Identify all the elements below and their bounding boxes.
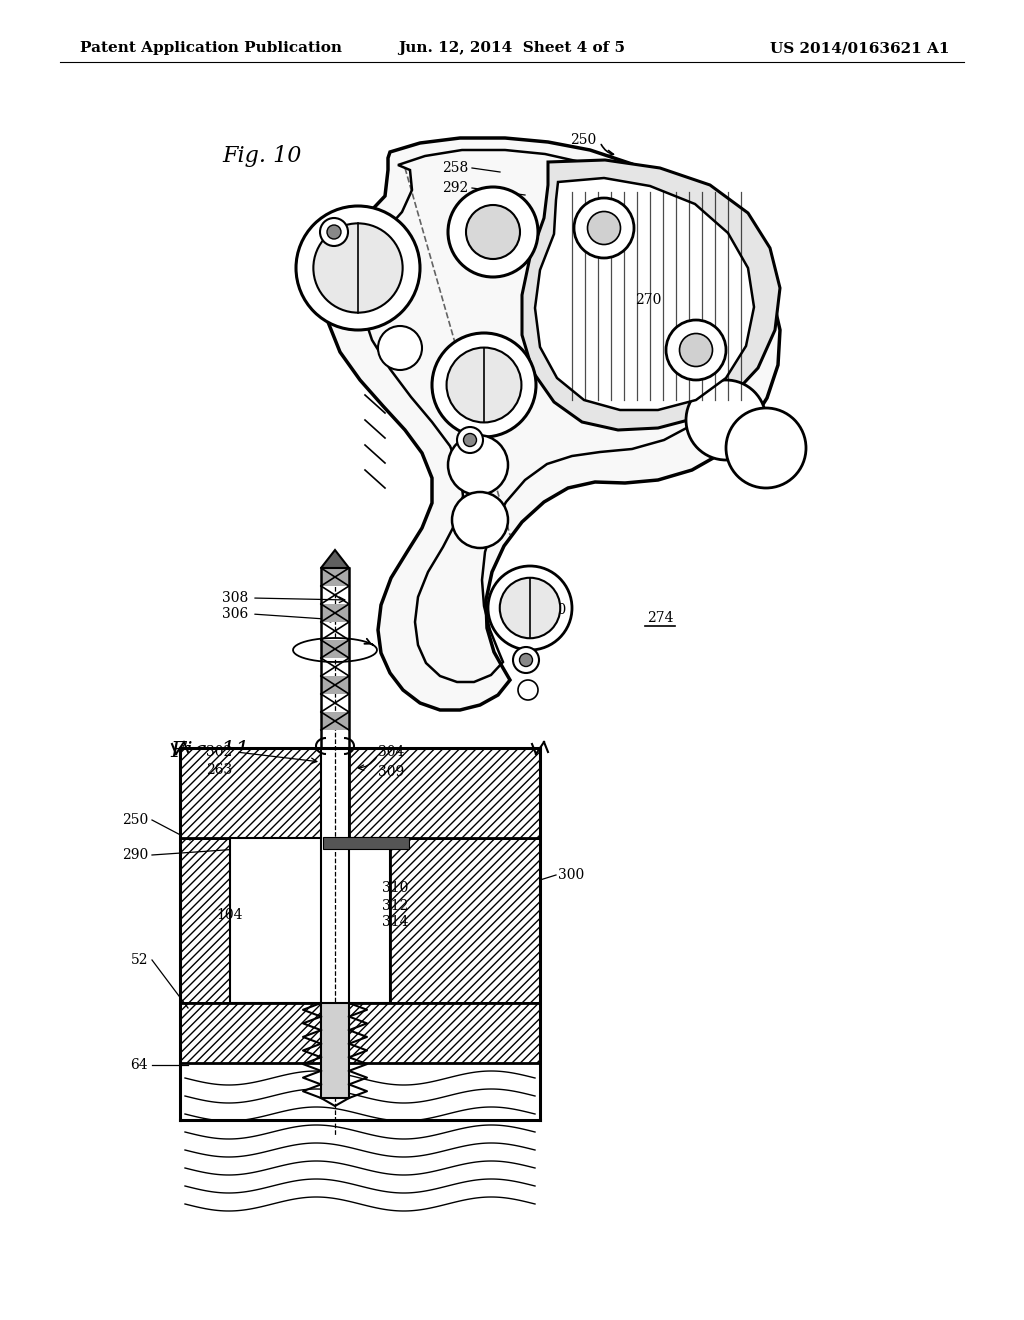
Circle shape xyxy=(466,205,520,259)
Polygon shape xyxy=(321,550,349,568)
Circle shape xyxy=(296,206,420,330)
Polygon shape xyxy=(321,640,349,657)
Polygon shape xyxy=(326,139,780,710)
Polygon shape xyxy=(321,838,349,1003)
Text: 290: 290 xyxy=(373,263,399,277)
Polygon shape xyxy=(321,711,349,730)
Text: 304: 304 xyxy=(378,744,404,759)
Circle shape xyxy=(464,433,476,446)
Text: 270: 270 xyxy=(635,293,662,308)
Circle shape xyxy=(518,680,538,700)
Circle shape xyxy=(313,223,402,313)
Polygon shape xyxy=(321,568,349,586)
Polygon shape xyxy=(180,838,230,1003)
Text: 310: 310 xyxy=(382,880,409,895)
Text: 306: 306 xyxy=(222,607,248,620)
Circle shape xyxy=(378,326,422,370)
Circle shape xyxy=(327,224,341,239)
Polygon shape xyxy=(321,1003,349,1063)
Polygon shape xyxy=(321,748,349,838)
Circle shape xyxy=(519,653,532,667)
Circle shape xyxy=(500,578,560,639)
Polygon shape xyxy=(321,676,349,694)
Text: Fig. 10: Fig. 10 xyxy=(222,145,301,168)
Text: 312: 312 xyxy=(382,899,409,913)
Text: 104: 104 xyxy=(216,908,243,921)
Text: 290: 290 xyxy=(540,603,566,616)
Polygon shape xyxy=(180,748,321,838)
Text: 258: 258 xyxy=(441,161,468,176)
Polygon shape xyxy=(535,178,754,411)
Text: Jun. 12, 2014  Sheet 4 of 5: Jun. 12, 2014 Sheet 4 of 5 xyxy=(398,41,626,55)
Circle shape xyxy=(513,647,539,673)
Circle shape xyxy=(457,426,483,453)
Text: 263: 263 xyxy=(206,763,232,777)
Text: Patent Application Publication: Patent Application Publication xyxy=(80,41,342,55)
Polygon shape xyxy=(522,160,780,430)
Polygon shape xyxy=(390,838,540,1003)
Polygon shape xyxy=(230,838,390,1003)
Polygon shape xyxy=(321,605,349,622)
Text: Fig. 11: Fig. 11 xyxy=(170,741,250,762)
Circle shape xyxy=(686,380,766,459)
Polygon shape xyxy=(349,748,540,838)
Circle shape xyxy=(449,187,538,277)
Text: 64: 64 xyxy=(130,1059,148,1072)
Text: 250: 250 xyxy=(570,133,596,147)
Circle shape xyxy=(726,408,806,488)
Polygon shape xyxy=(323,837,409,849)
Text: 290: 290 xyxy=(122,847,148,862)
Circle shape xyxy=(446,347,521,422)
Text: 52: 52 xyxy=(130,953,148,968)
Text: 309: 309 xyxy=(378,766,404,779)
Circle shape xyxy=(319,218,348,246)
Circle shape xyxy=(574,198,634,257)
Polygon shape xyxy=(321,1003,349,1098)
Text: 300: 300 xyxy=(558,869,585,882)
Text: 302: 302 xyxy=(206,744,232,759)
Circle shape xyxy=(666,319,726,380)
Circle shape xyxy=(588,211,621,244)
Text: US 2014/0163621 A1: US 2014/0163621 A1 xyxy=(770,41,950,55)
Circle shape xyxy=(432,333,536,437)
Circle shape xyxy=(437,383,467,413)
Text: 274: 274 xyxy=(647,611,673,624)
Text: 250: 250 xyxy=(122,813,148,828)
Text: 290: 290 xyxy=(492,380,518,393)
Text: 308: 308 xyxy=(222,591,248,605)
Circle shape xyxy=(449,436,508,495)
Polygon shape xyxy=(180,1003,540,1063)
Text: 292: 292 xyxy=(441,181,468,195)
Circle shape xyxy=(452,492,508,548)
Text: 314: 314 xyxy=(382,915,409,929)
Circle shape xyxy=(488,566,572,649)
Circle shape xyxy=(680,334,713,367)
